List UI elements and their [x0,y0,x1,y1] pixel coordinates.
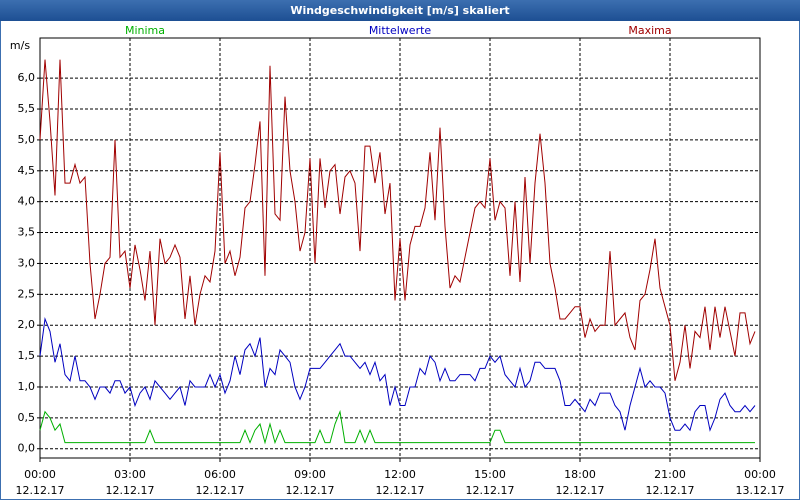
y-tick-label: 1,5 [18,349,36,362]
x-tick-date: 12.12.17 [646,484,695,497]
x-tick-label: 06:00 [204,468,236,481]
series-line [39,409,755,445]
legend-label: Mittelwerte [369,24,432,37]
series-line [39,317,756,432]
x-tick-label: 12:00 [384,468,416,481]
y-tick-label: 0,5 [18,411,36,424]
x-tick-date: 12.12.17 [196,484,245,497]
x-tick-label: 21:00 [654,468,686,481]
chart-title: Windgeschwindigkeit [m/s] skaliert [290,4,509,17]
y-tick-label: 2,5 [18,287,36,300]
legend-label: Minima [125,24,165,37]
x-tick-date: 12.12.17 [106,484,155,497]
y-tick-label: 1,0 [18,380,36,393]
x-tick-label: 09:00 [294,468,326,481]
y-tick-label: 4,5 [18,164,36,177]
x-tick-label: 15:00 [474,468,506,481]
y-tick-label: 5,5 [18,102,36,115]
x-tick-date: 12.12.17 [16,484,65,497]
x-tick-label: 03:00 [114,468,146,481]
x-tick-label: 00:00 [24,468,56,481]
y-tick-label: 6,0 [18,71,36,84]
x-tick-date: 12.12.17 [376,484,425,497]
y-tick-label: 4,0 [18,195,36,208]
x-tick-date: 12.12.17 [286,484,335,497]
legend-label: Maxima [628,24,671,37]
x-tick-date: 12.12.17 [556,484,605,497]
y-tick-label: 0,0 [18,442,36,455]
y-tick-label: 5,0 [18,133,36,146]
x-tick-label: 18:00 [564,468,596,481]
y-tick-label: 2,0 [18,318,36,331]
x-tick-date: 13.12.17 [736,484,785,497]
series-line [39,59,756,381]
y-tick-label: 3,0 [18,256,36,269]
x-tick-date: 12.12.17 [466,484,515,497]
y-unit: m/s [10,39,30,52]
title-bar [0,0,800,21]
x-tick-label: 00:00 [744,468,776,481]
y-tick-label: 3,5 [18,226,36,239]
